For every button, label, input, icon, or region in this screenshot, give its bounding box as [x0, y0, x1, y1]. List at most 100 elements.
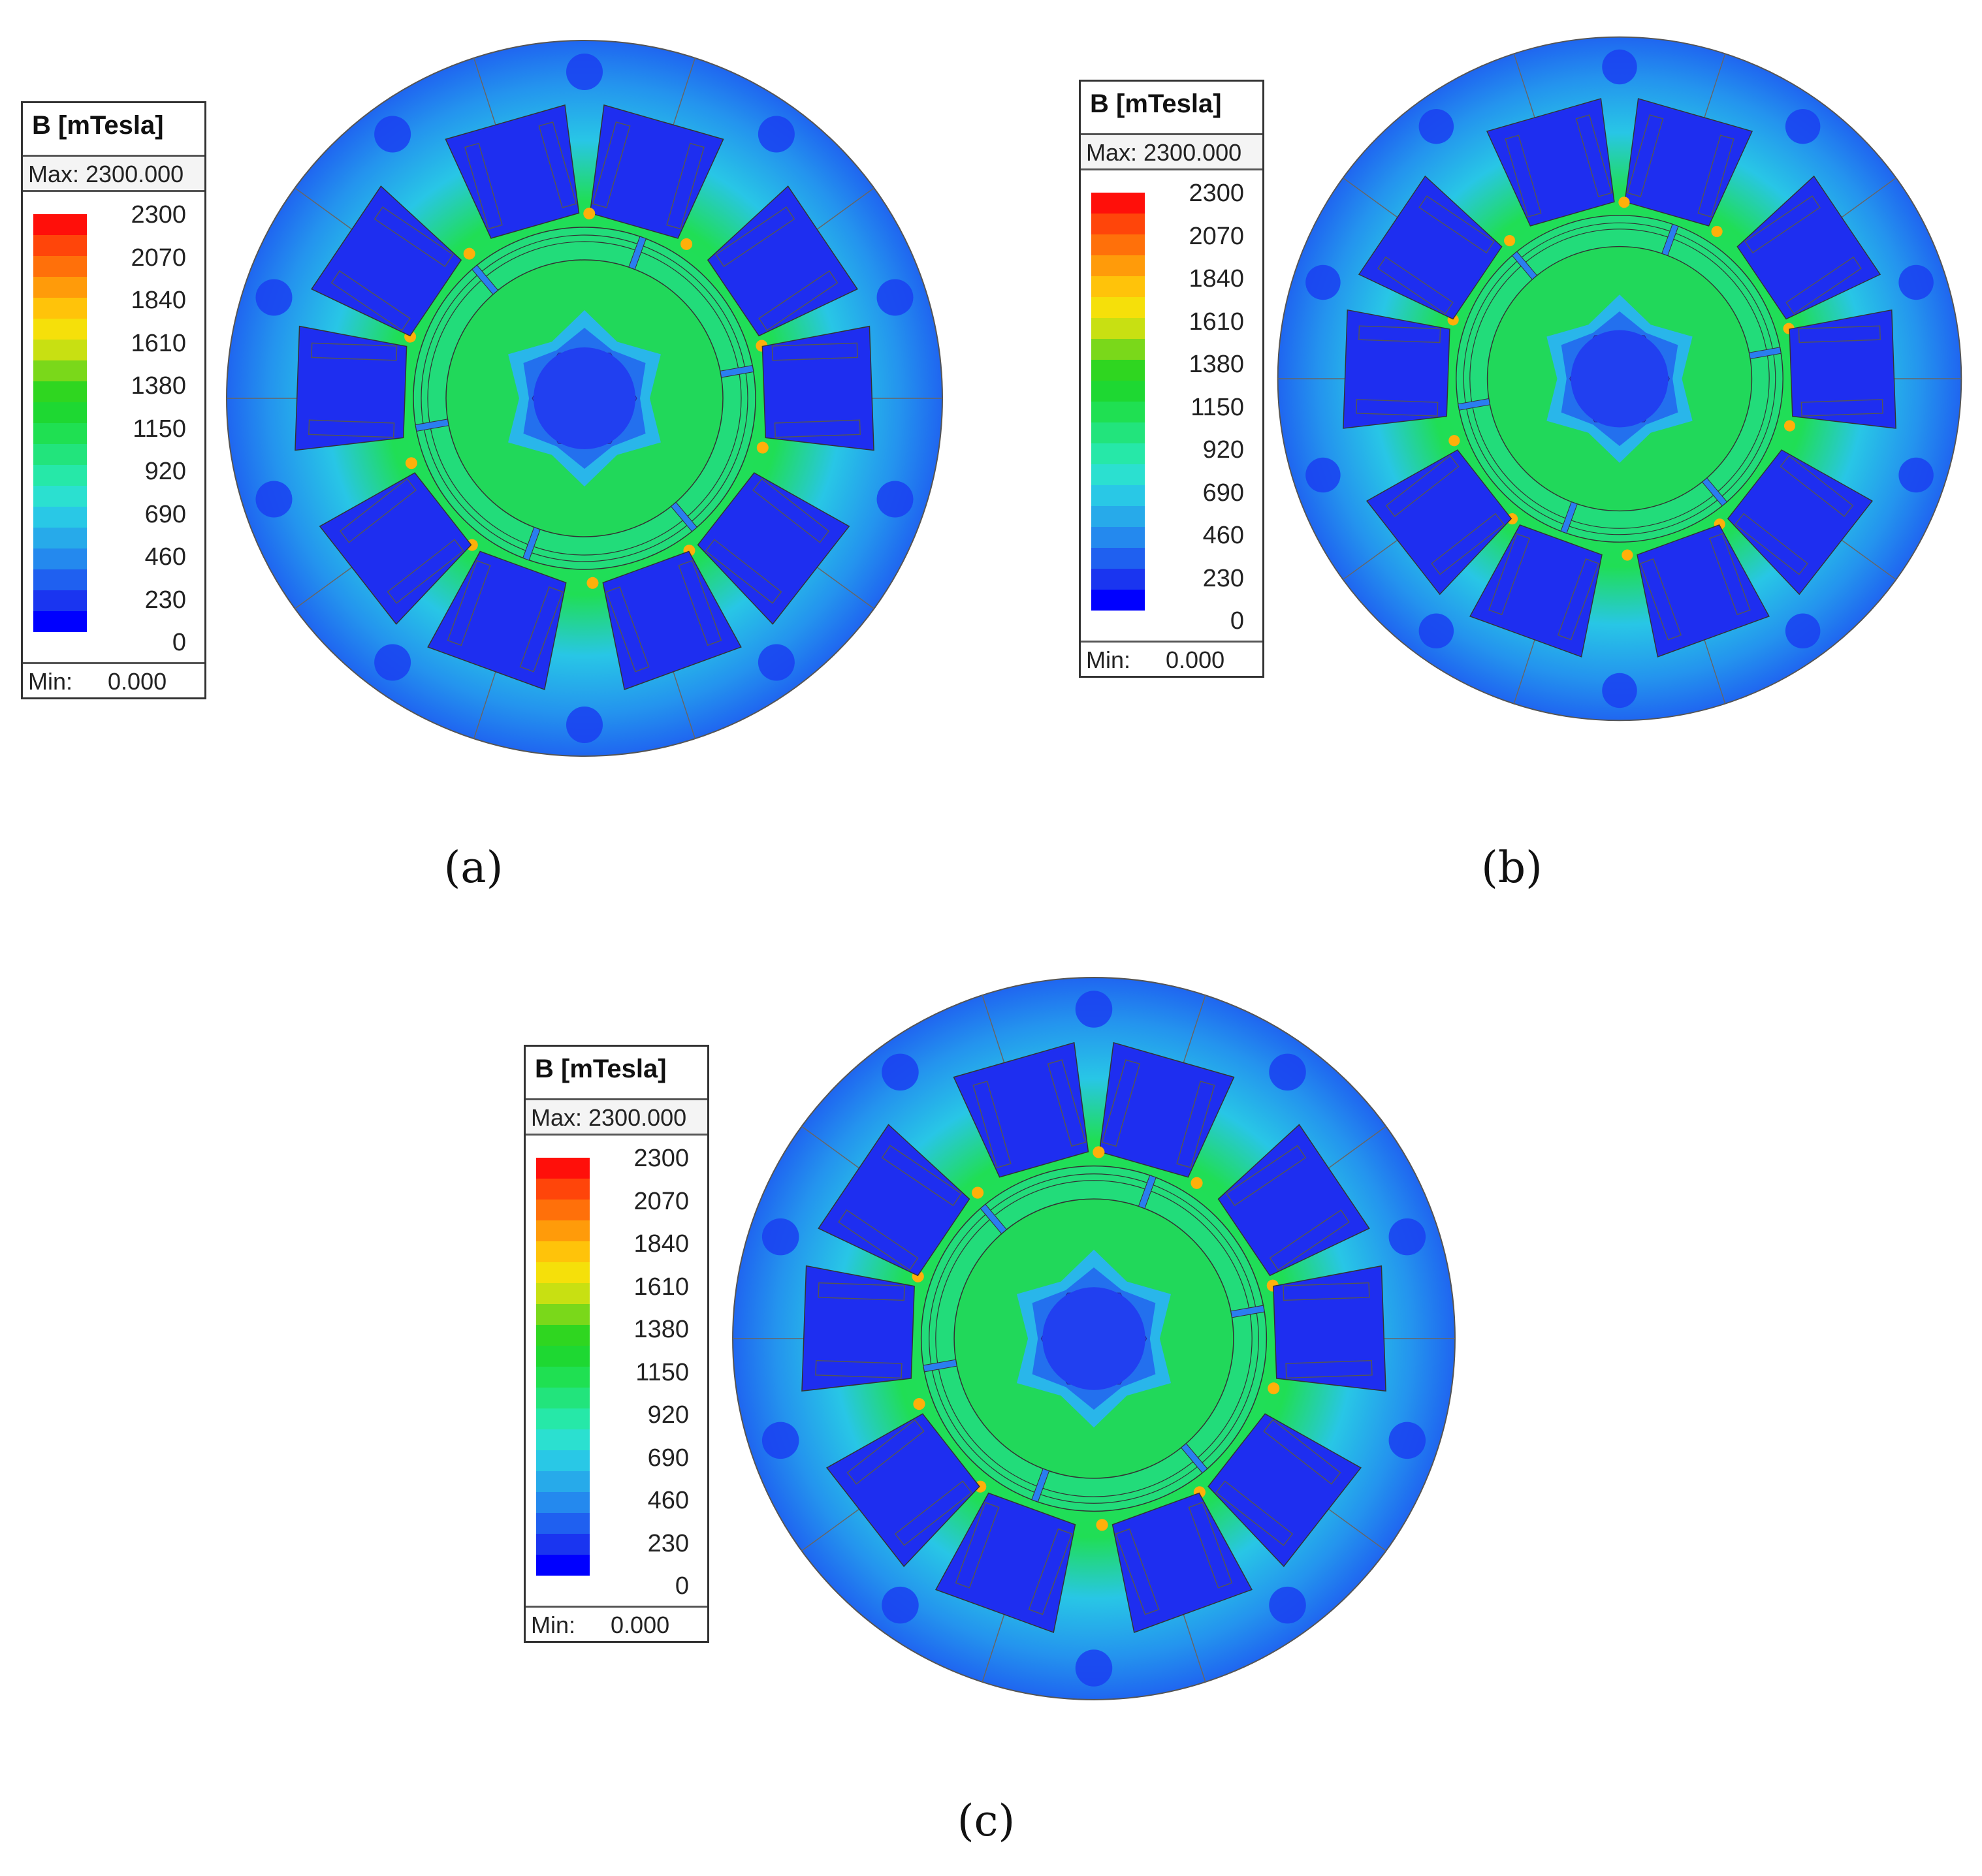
low-flux-region	[1898, 457, 1934, 493]
low-flux-region	[566, 707, 603, 743]
low-flux-region	[566, 54, 603, 90]
low-flux-region	[1785, 613, 1821, 649]
legend-colorbar	[33, 214, 87, 632]
legend-tick-label: 920	[647, 1401, 689, 1429]
legend-max: Max: 2300.000	[526, 1100, 707, 1136]
low-flux-region	[255, 279, 293, 316]
high-flux-spot	[972, 1186, 984, 1199]
low-flux-region	[1388, 1422, 1426, 1459]
colorbar-step	[1091, 360, 1145, 381]
legend-tick-label: 1840	[131, 287, 186, 314]
legend-tick-label: 0	[1230, 607, 1244, 635]
colorbar-step	[33, 465, 87, 486]
colorbar-step	[33, 235, 87, 256]
legend-tick-label: 1610	[131, 329, 186, 357]
stator-segment-line	[671, 57, 696, 132]
high-flux-spot	[1191, 1177, 1203, 1189]
stator-slot	[1622, 524, 1770, 658]
colorbar-step	[1091, 193, 1145, 214]
high-flux-spot	[463, 247, 475, 260]
colorbar-step	[33, 381, 87, 402]
stator-segment-line	[1702, 633, 1726, 704]
colorbar-step	[33, 528, 87, 548]
legend-c: B [mTesla] Max: 2300.000 2300 2070 1840 161…	[524, 1045, 709, 1643]
legend-tick-label: 1380	[131, 372, 186, 400]
rotor-barrier	[522, 526, 541, 561]
shaft-core	[534, 347, 635, 449]
stator-segment-line	[1181, 1608, 1206, 1683]
rotor-barrier	[670, 501, 697, 532]
stator-segment-line	[1513, 54, 1537, 124]
stator-slot	[1736, 175, 1881, 334]
colorbar-step	[1091, 485, 1145, 506]
colorbar-step	[536, 1555, 590, 1576]
colorbar-step	[536, 1325, 590, 1346]
stator-segment-line	[1322, 1504, 1386, 1551]
rotor-barrier	[1180, 1442, 1208, 1474]
high-flux-spot	[1448, 435, 1460, 447]
rotor-ring	[929, 1173, 1259, 1504]
legend-tick-label: 1610	[1189, 308, 1244, 336]
high-flux-spot	[583, 208, 596, 220]
legend-tick-label: 1150	[133, 415, 186, 443]
shaft-core	[1571, 330, 1669, 428]
colorbar-step	[1091, 443, 1145, 464]
legend-a: B [mTesla] Max: 2300.000 2300 2070 1840 161…	[21, 101, 206, 699]
high-flux-spot	[756, 441, 769, 454]
panel-label-c: (c)	[957, 1796, 1015, 1846]
rotor-ring	[421, 234, 748, 562]
high-flux-spot	[1096, 1519, 1108, 1531]
colorbar-step	[1091, 234, 1145, 255]
colorbar-step	[33, 548, 87, 569]
stator-segment-line	[1513, 633, 1537, 704]
low-flux-region	[761, 1422, 799, 1459]
legend-colorbar	[536, 1158, 590, 1576]
legend-tick-label: 2070	[633, 1187, 689, 1215]
rotor-barrier	[1560, 501, 1578, 534]
low-flux-region	[255, 481, 293, 518]
colorbar-step	[536, 1429, 590, 1450]
legend-tick-label: 1840	[1189, 265, 1244, 293]
high-flux-spot	[1618, 197, 1630, 208]
colorbar-step	[33, 507, 87, 528]
high-flux-spot	[1268, 1382, 1280, 1395]
rotor-barrier	[1511, 251, 1538, 280]
legend-max: Max: 2300.000	[23, 157, 204, 192]
stator-segment-line	[295, 563, 358, 609]
legend-tick-label: 2300	[131, 201, 186, 229]
colorbar-step	[1091, 318, 1145, 339]
colorbar-step	[536, 1304, 590, 1325]
colorbar-step	[536, 1367, 590, 1388]
legend-tick-label: 0	[172, 629, 186, 656]
stator-segment-line	[1181, 994, 1206, 1070]
stator-slot	[801, 1265, 924, 1392]
legend-min: Min: 0.000	[1081, 641, 1262, 676]
low-flux-region	[1305, 264, 1341, 300]
colorbar-step	[536, 1471, 590, 1492]
stator-slot	[1366, 435, 1512, 596]
legend-tick-label: 460	[144, 543, 186, 571]
colorbar-step	[1091, 548, 1145, 569]
legend-tick-label: 2300	[1189, 180, 1244, 207]
low-flux-region	[1269, 1586, 1306, 1624]
rotor-ring	[1469, 229, 1770, 529]
stator-slot	[310, 185, 475, 337]
low-flux-region	[1898, 264, 1934, 300]
colorbar-step	[536, 1408, 590, 1429]
legend-tick-label: 1380	[1189, 351, 1244, 378]
legend-min-value: 0.000	[611, 1612, 670, 1638]
low-flux-region	[1075, 1649, 1113, 1687]
high-flux-spot	[1622, 549, 1633, 561]
colorbar-step	[1091, 464, 1145, 485]
colorbar-step	[1091, 569, 1145, 590]
legend-min-value: 0.000	[1166, 646, 1225, 673]
high-flux-spot	[1783, 420, 1796, 432]
rotor-barrier	[980, 1203, 1008, 1235]
high-flux-spot	[1504, 234, 1516, 247]
legend-tick-label: 920	[1202, 436, 1244, 464]
stator-segment-line	[801, 1504, 865, 1551]
legend-min-label: Min:	[1086, 646, 1131, 673]
colorbar-step	[33, 486, 87, 507]
low-flux-region	[761, 1218, 799, 1256]
stator-slot	[1358, 175, 1516, 320]
